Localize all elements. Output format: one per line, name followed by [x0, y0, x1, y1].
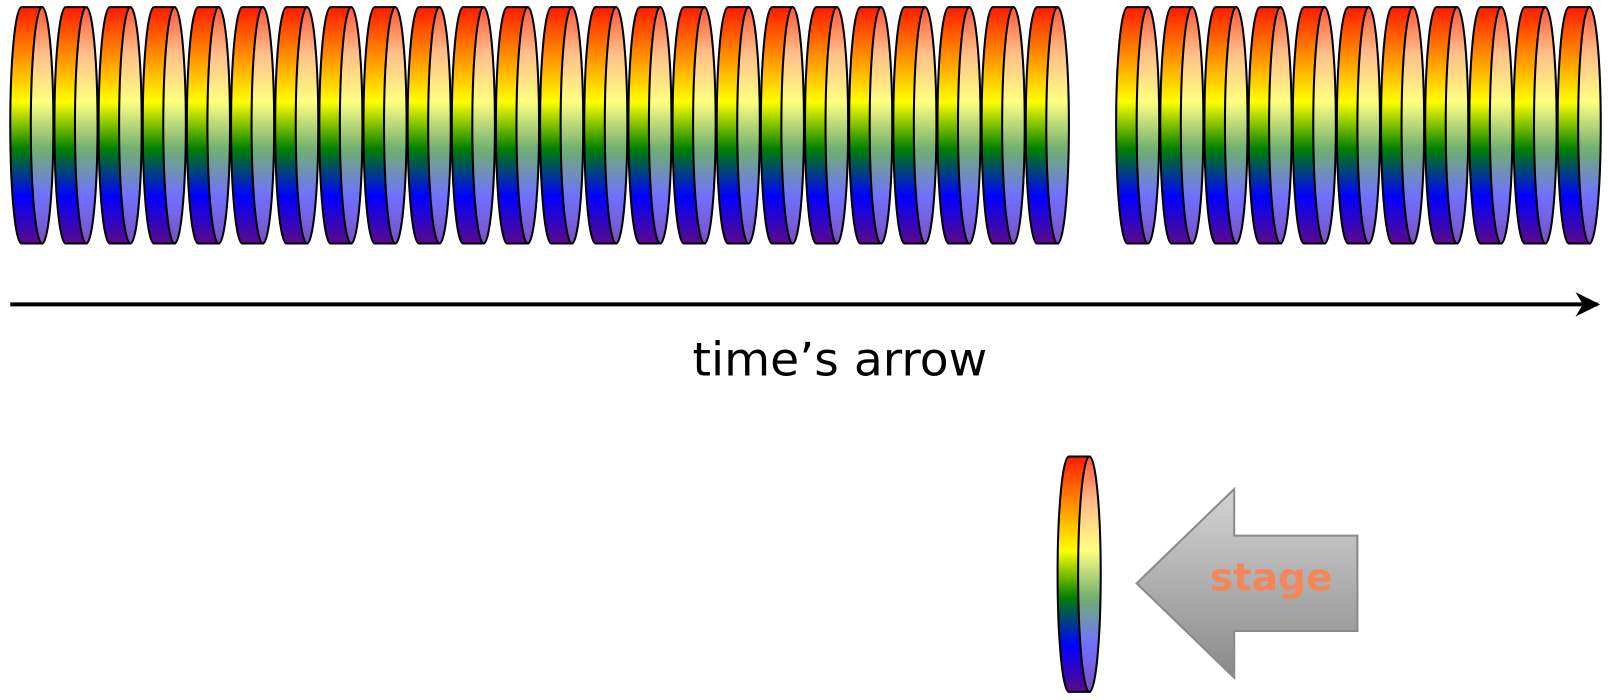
disk-face [956, 6, 982, 245]
disk-face [471, 6, 496, 245]
disk [1335, 6, 1382, 245]
disk-face [1045, 6, 1070, 245]
disk [185, 6, 232, 245]
disk-face [1268, 6, 1293, 245]
disk-face [780, 6, 805, 245]
disk [1159, 6, 1205, 245]
disk-face [647, 6, 673, 245]
disk [9, 6, 55, 245]
disk-face [692, 6, 717, 245]
disk [1115, 6, 1161, 245]
disk [362, 6, 408, 245]
disk-face [73, 6, 99, 245]
disk [1056, 455, 1102, 693]
disk [230, 6, 276, 245]
disk [450, 6, 496, 245]
disk-face [1577, 6, 1602, 245]
disk-face [1223, 6, 1249, 245]
disk-face [162, 6, 187, 245]
disk-face [1444, 6, 1470, 245]
disk-face [868, 6, 894, 245]
disk [318, 6, 364, 245]
disk [494, 6, 541, 245]
disk [759, 6, 805, 245]
disk-face [1532, 6, 1558, 245]
disk [1556, 6, 1602, 245]
disk-face [736, 6, 761, 245]
disk [1468, 6, 1514, 245]
disk [1512, 6, 1558, 245]
disk-face [1135, 6, 1161, 245]
disk [1291, 6, 1337, 245]
disk [671, 6, 717, 245]
disk [97, 6, 143, 245]
disk [892, 6, 938, 245]
disk [539, 6, 585, 245]
disk-face [382, 6, 408, 245]
disk-face [1077, 455, 1102, 693]
stage-arrow [1135, 486, 1359, 681]
disk [1380, 6, 1426, 245]
disk-face [206, 6, 232, 245]
arrow-label: time’s arrow [693, 333, 988, 388]
disk-face [1356, 6, 1382, 245]
disk-row [9, 6, 1602, 245]
disk-face [1312, 6, 1337, 245]
disk-face [824, 6, 850, 245]
disk [627, 6, 673, 245]
disk [1247, 6, 1293, 245]
disk-face [1179, 6, 1205, 245]
disk-face [559, 6, 585, 245]
disk [1203, 6, 1249, 245]
disk [715, 6, 761, 245]
disk [1424, 6, 1470, 245]
disk [274, 6, 320, 245]
disk [848, 6, 894, 245]
disk-face [118, 6, 143, 245]
disk-face [1488, 6, 1514, 245]
disk-face [912, 6, 938, 245]
disk-face [250, 6, 276, 245]
disk [583, 6, 629, 245]
disk-face [294, 6, 320, 245]
disk [406, 6, 452, 245]
disk-face [515, 6, 541, 245]
disk [53, 6, 99, 245]
disk-face [427, 6, 452, 245]
disk [936, 6, 982, 245]
disk [803, 6, 850, 245]
disk [1024, 6, 1070, 245]
disk-face [29, 6, 55, 245]
disk-face [1400, 6, 1426, 245]
disk-face [1001, 6, 1026, 245]
stage-label: stage [1210, 556, 1333, 601]
disk [980, 6, 1026, 245]
disk-face [603, 6, 629, 245]
disk [141, 6, 187, 245]
disk-face [338, 6, 364, 245]
